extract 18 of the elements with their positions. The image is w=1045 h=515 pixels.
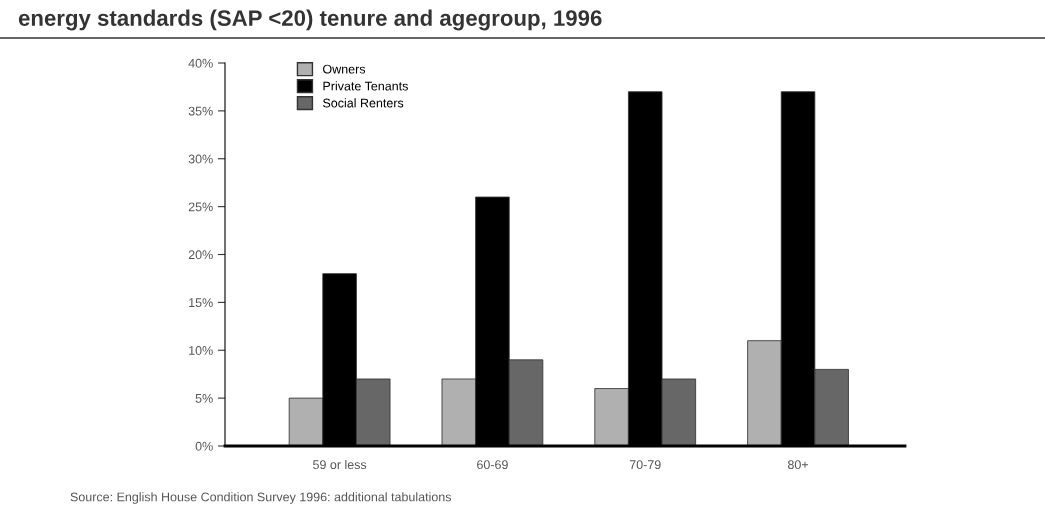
x-tick-label: 80+ [787, 460, 809, 470]
y-tick-label: 20% [188, 250, 213, 260]
y-tick-label: 35% [188, 106, 213, 116]
legend-label: Private Tenants [323, 81, 408, 91]
y-tick-label: 15% [189, 298, 213, 308]
legend-label: Owners [323, 64, 366, 74]
y-tick-label: 25% [188, 202, 213, 212]
x-tick-label: 60-69 [477, 460, 508, 470]
source-note: Source: English House Condition Survey 1996: additional tabulations [70, 492, 452, 504]
y-tick-label: 40% [188, 58, 213, 68]
legend-label: Social Renters [323, 98, 404, 108]
y-tick-label: 0% [195, 441, 213, 451]
x-tick-label: 70-79 [629, 460, 661, 470]
y-tick-label: 5% [195, 393, 213, 403]
y-tick-label: 10% [189, 346, 213, 355]
chart-title: energy standards (SAP <20) tenure and agegroup, 1996 [18, 9, 602, 31]
x-tick-label: 59 or less [313, 459, 367, 470]
y-tick-label: 30% [188, 154, 213, 164]
